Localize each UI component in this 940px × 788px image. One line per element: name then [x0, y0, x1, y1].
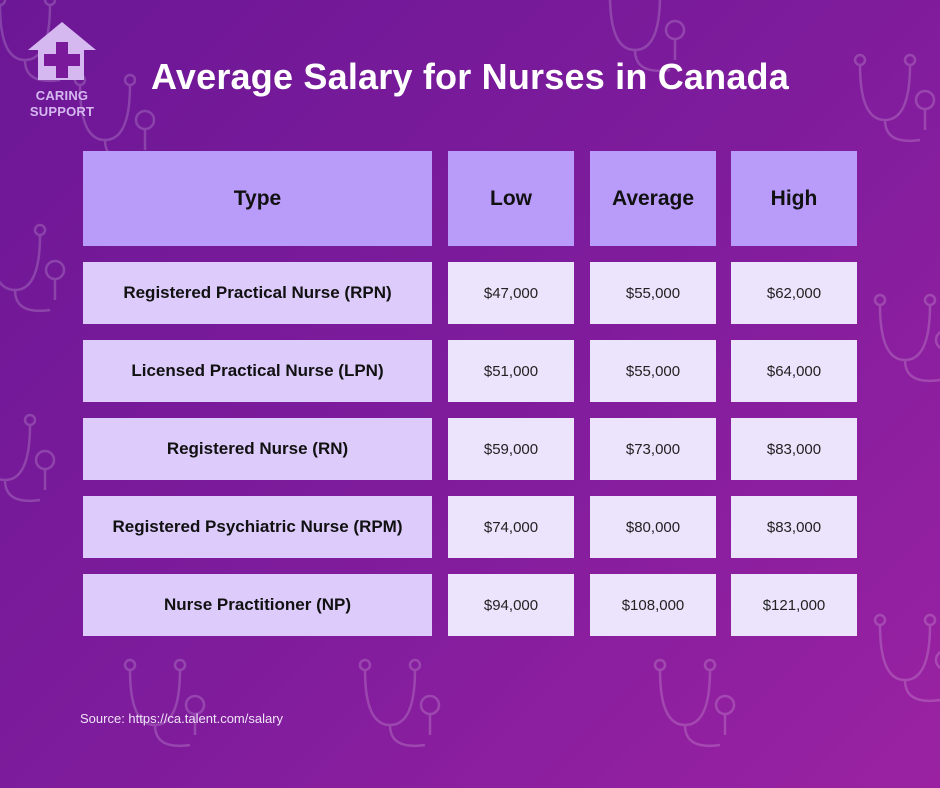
header-high: High	[731, 151, 857, 246]
table-cell-low: $51,000	[448, 340, 574, 402]
table-cell-type: Licensed Practical Nurse (LPN)	[83, 340, 432, 402]
table-cell-low: $59,000	[448, 418, 574, 480]
table-cell-average: $73,000	[590, 418, 716, 480]
table-cell-average: $80,000	[590, 496, 716, 558]
table-cell-type: Registered Nurse (RN)	[83, 418, 432, 480]
table-cell-type: Registered Psychiatric Nurse (RPM)	[83, 496, 432, 558]
logo-text-1: CARING	[35, 88, 89, 103]
header-type: Type	[83, 151, 432, 246]
table-cell-low: $74,000	[448, 496, 574, 558]
table-cell-average: $108,000	[590, 574, 716, 636]
table-cell-high: $62,000	[731, 262, 857, 324]
house-cross-icon	[28, 22, 96, 80]
table-cell-low: $94,000	[448, 574, 574, 636]
table-cell-type: Registered Practical Nurse (RPN)	[83, 262, 432, 324]
table-cell-low: $47,000	[448, 262, 574, 324]
table-cell-average: $55,000	[590, 340, 716, 402]
page-title: Average Salary for Nurses in Canada	[151, 56, 789, 97]
source-note: Source: https://ca.talent.com/salary	[80, 711, 284, 726]
header-average: Average	[590, 151, 716, 246]
header-low: Low	[448, 151, 574, 246]
logo-text-2: SUPPORT	[29, 104, 95, 119]
table-cell-high: $64,000	[731, 340, 857, 402]
table-cell-high: $121,000	[731, 574, 857, 636]
table-cell-high: $83,000	[731, 496, 857, 558]
caring-support-logo: CARING SUPPORT	[26, 20, 98, 119]
table-cell-type: Nurse Practitioner (NP)	[83, 574, 432, 636]
table-cell-average: $55,000	[590, 262, 716, 324]
table-cell-high: $83,000	[731, 418, 857, 480]
